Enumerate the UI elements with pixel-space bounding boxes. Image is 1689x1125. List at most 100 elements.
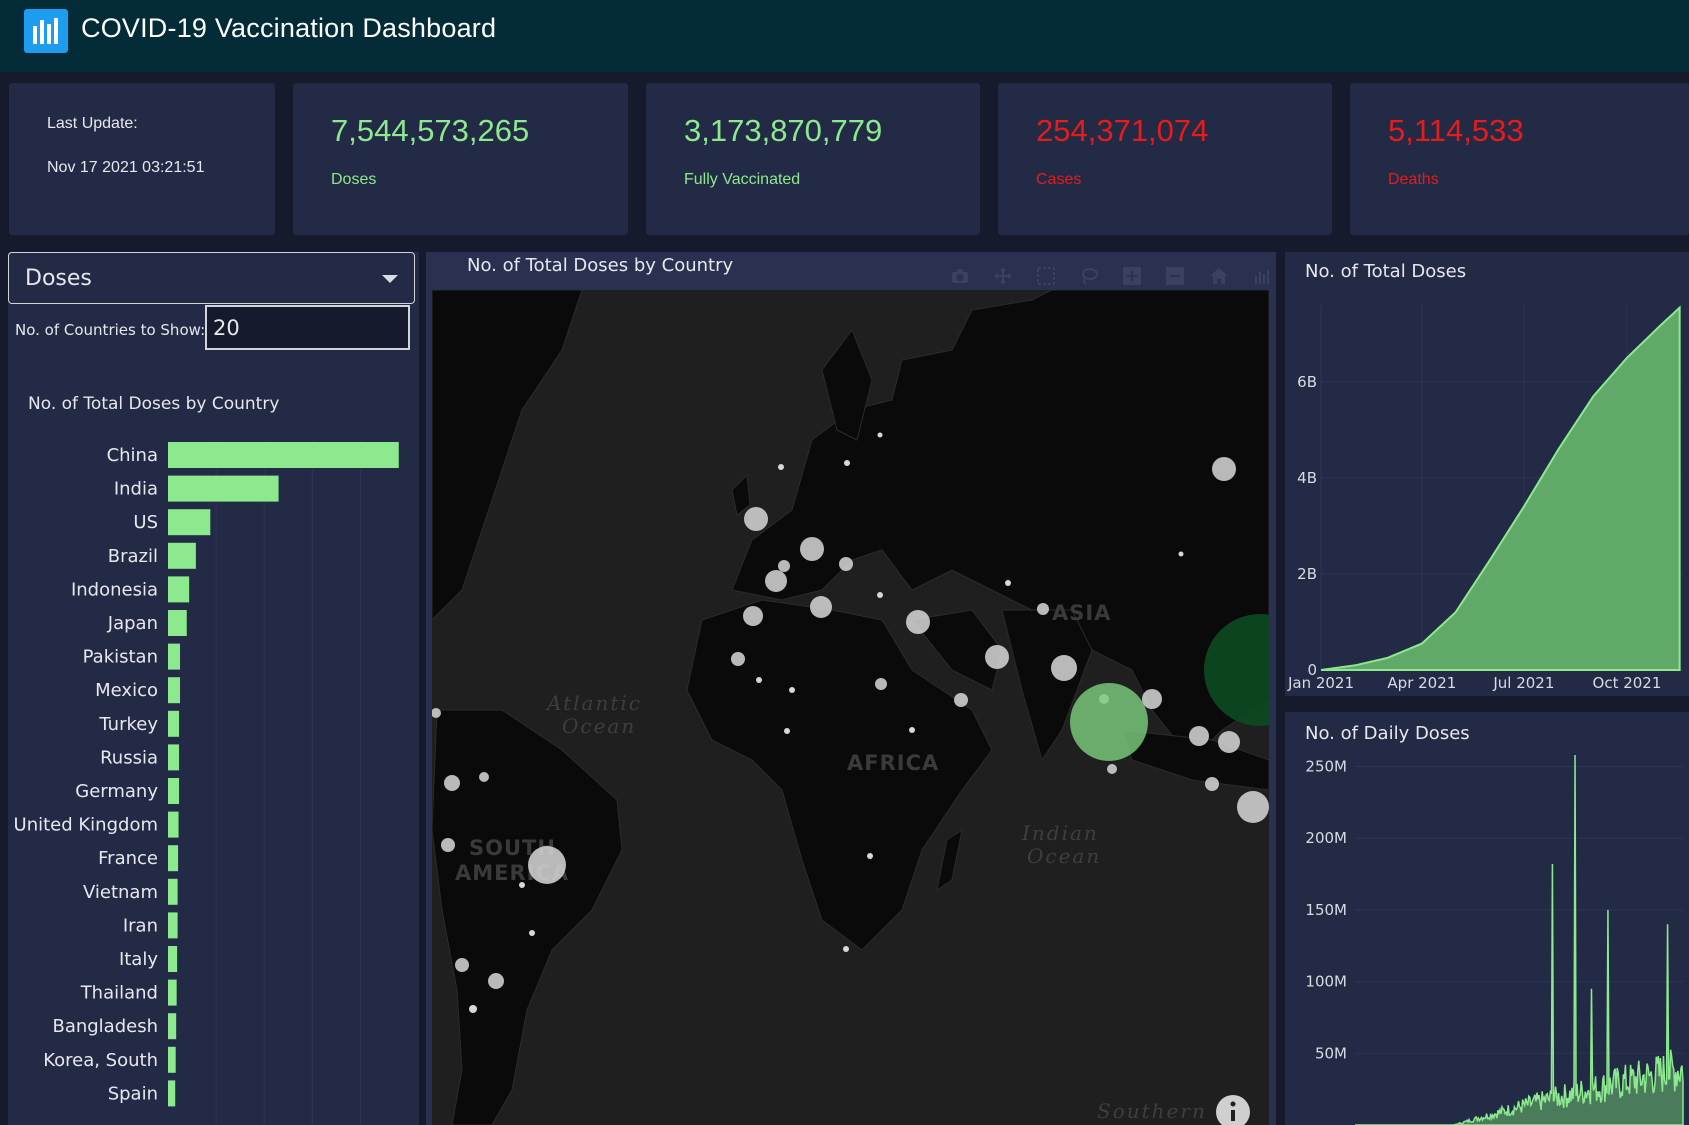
map-title: No. of Total Doses by Country <box>467 255 734 276</box>
bar[interactable] <box>168 1046 176 1073</box>
map-bubble[interactable] <box>432 708 441 718</box>
bar[interactable] <box>168 979 177 1006</box>
box-select-icon[interactable] <box>1036 266 1056 286</box>
lasso-select-icon[interactable] <box>1079 266 1099 286</box>
map-bubble[interactable] <box>765 570 787 592</box>
daily-y-tick: 100M <box>1305 973 1347 991</box>
world-bubble-map[interactable]: Atlantic Ocean Indian Ocean AFRICA ASIA … <box>432 290 1269 1125</box>
bar[interactable] <box>168 576 190 603</box>
map-bubble[interactable] <box>1218 731 1240 753</box>
map-bubble[interactable] <box>839 557 853 571</box>
bar[interactable] <box>168 643 181 670</box>
map-bubble[interactable] <box>1107 764 1117 774</box>
bar-chart-svg: China India US Brazil Indonesia Japan Pakistan… <box>14 440 399 1125</box>
map-bubble[interactable] <box>875 678 887 690</box>
map-bubble[interactable] <box>469 1005 477 1013</box>
bar[interactable] <box>168 1080 176 1107</box>
bar-label: Pakistan <box>83 647 158 668</box>
bar[interactable] <box>168 946 178 972</box>
map-bubble[interactable] <box>455 958 469 972</box>
map-bubble[interactable] <box>1142 689 1162 709</box>
map-bubble[interactable] <box>744 507 768 531</box>
map-bubble[interactable] <box>844 460 850 466</box>
map-bubble[interactable] <box>800 537 824 561</box>
map-bubble[interactable] <box>1005 580 1011 586</box>
map-bubble[interactable] <box>778 464 784 470</box>
pan-icon[interactable] <box>993 266 1013 286</box>
bar[interactable] <box>168 912 178 939</box>
map-bubble[interactable] <box>843 946 849 952</box>
info-icon[interactable] <box>1216 1095 1250 1125</box>
bar[interactable] <box>168 677 181 704</box>
map-bubble[interactable] <box>784 728 790 734</box>
map-bubble-india[interactable] <box>1070 683 1148 761</box>
bar[interactable] <box>168 475 279 502</box>
map-bubble[interactable] <box>1237 791 1269 823</box>
bar[interactable] <box>168 845 179 872</box>
chevron-down-icon[interactable] <box>382 275 398 283</box>
map-bubble[interactable] <box>488 973 504 989</box>
map-bubble[interactable] <box>778 560 790 572</box>
map-bubble[interactable] <box>519 882 525 888</box>
map-bubble[interactable] <box>877 432 883 438</box>
map-bubble[interactable] <box>479 772 489 782</box>
map-bubble[interactable] <box>1189 726 1209 746</box>
map-bubble[interactable] <box>1037 603 1049 615</box>
home-icon[interactable] <box>1209 266 1229 286</box>
zoom-out-icon[interactable] <box>1165 266 1185 286</box>
map-bubble[interactable] <box>810 596 832 618</box>
bar[interactable] <box>168 442 399 468</box>
countries-count-input[interactable] <box>205 305 410 350</box>
bar-label: Korea, South <box>43 1050 158 1071</box>
bar[interactable] <box>168 509 211 536</box>
bar-label: France <box>98 848 158 869</box>
zoom-in-icon[interactable] <box>1122 266 1142 286</box>
map-bubble-china[interactable] <box>1204 614 1269 726</box>
map-bubble[interactable] <box>909 727 915 733</box>
bar-label: Bangladesh <box>52 1016 158 1037</box>
bar[interactable] <box>168 878 178 905</box>
daily-doses-chart: 50M 100M 150M 200M 250M <box>1305 755 1684 1125</box>
plotly-logo-icon[interactable] <box>1252 266 1272 286</box>
map-bubble[interactable] <box>906 610 930 634</box>
map-label-indian-2: Ocean <box>1027 844 1101 868</box>
camera-icon[interactable] <box>950 266 970 286</box>
cases-label: Cases <box>1036 171 1082 188</box>
map-bubble[interactable] <box>1178 551 1184 557</box>
map-bubble[interactable] <box>529 930 535 936</box>
india-land <box>1001 609 1093 762</box>
total-x-tick: Jul 2021 <box>1492 674 1554 692</box>
total-doses-area[interactable] <box>1320 305 1681 671</box>
daily-y-tick: 200M <box>1305 829 1347 847</box>
bar-chart-icon <box>24 9 68 53</box>
map-bubble[interactable] <box>528 846 566 884</box>
bar[interactable] <box>168 710 180 737</box>
daily-doses-area[interactable] <box>1355 755 1684 1125</box>
map-bubble[interactable] <box>756 677 762 683</box>
map-bubble[interactable] <box>441 838 455 852</box>
daily-doses-panel <box>1285 712 1689 1125</box>
map-bubble[interactable] <box>1205 777 1219 791</box>
bar-label: Thailand <box>80 983 158 1004</box>
map-bubble[interactable] <box>789 687 795 693</box>
map-bubble[interactable] <box>867 853 873 859</box>
map-bubble[interactable] <box>444 775 460 791</box>
app-header <box>0 0 1689 72</box>
map-bubble[interactable] <box>954 693 968 707</box>
map-bubble[interactable] <box>731 652 745 666</box>
map-bubble[interactable] <box>1212 457 1236 481</box>
bar[interactable] <box>168 744 180 771</box>
map-bubble[interactable] <box>877 592 883 598</box>
total-doses-chart: 0 2B 4B 6B Jan 2021 Apr 2021 Jul 2021 Oct 2021 <box>1287 305 1683 692</box>
metric-dropdown[interactable]: Doses <box>8 252 415 304</box>
map-bubble[interactable] <box>1051 655 1077 681</box>
bar[interactable] <box>168 811 179 838</box>
bar-label: Iran <box>123 915 158 936</box>
map-bubble[interactable] <box>985 645 1009 669</box>
map-bubble[interactable] <box>743 606 763 626</box>
bar[interactable] <box>168 610 187 636</box>
bar[interactable] <box>168 778 180 804</box>
total-x-tick: Jan 2021 <box>1287 674 1354 692</box>
bar[interactable] <box>168 1013 177 1040</box>
bar[interactable] <box>168 542 196 569</box>
